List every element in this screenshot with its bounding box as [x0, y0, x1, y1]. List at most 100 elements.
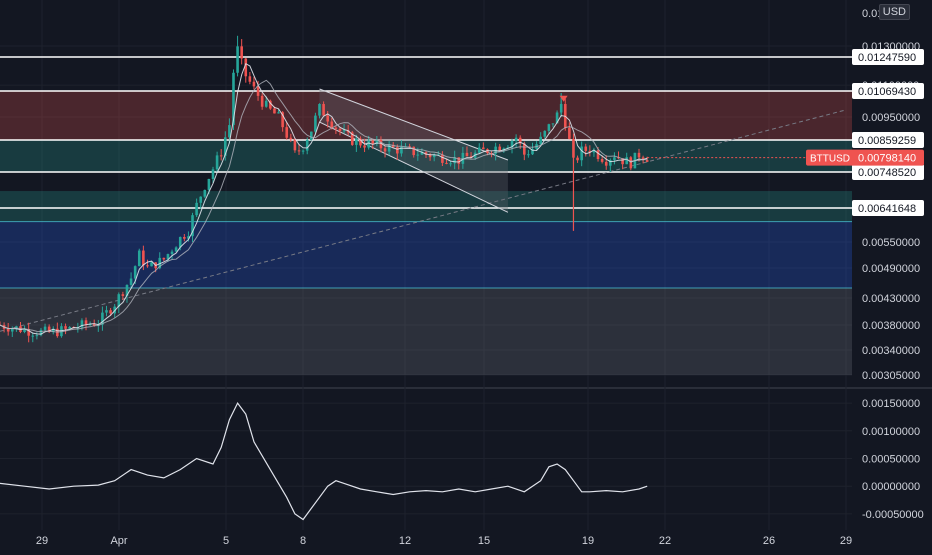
level-price-label: 0.01247590 — [858, 52, 916, 64]
candle-body — [305, 140, 309, 151]
candle-body — [228, 125, 231, 138]
candle-body — [318, 103, 321, 116]
symbol-label: BTTUSD — [810, 154, 850, 165]
candle-body — [244, 58, 248, 77]
candle-body — [256, 86, 260, 96]
level-price-label: 0.00859259 — [858, 135, 916, 147]
candle-body — [584, 146, 588, 151]
candle-body — [600, 159, 604, 162]
candle-body — [310, 131, 313, 141]
time-axis[interactable]: 29 Apr 5 8 12 15 19 22 26 29 — [36, 535, 852, 547]
oscillator-line[interactable] — [0, 401, 648, 521]
candle-body — [43, 326, 47, 330]
candle-body — [117, 294, 121, 307]
candle-body — [88, 324, 92, 326]
candle-body — [629, 157, 633, 169]
candle-body — [15, 326, 18, 329]
blue-zone[interactable] — [0, 221, 852, 288]
level-price-tag[interactable] — [852, 83, 924, 99]
candle-body — [588, 150, 592, 153]
candle-body — [27, 328, 30, 336]
candle-body — [531, 148, 534, 155]
sell-marker-icon[interactable] — [559, 95, 568, 102]
candle-body — [133, 266, 137, 279]
candle-body — [641, 157, 645, 161]
candle-body — [31, 335, 35, 337]
candle-body — [64, 326, 67, 329]
price-axis-tick-label: 0.00340000 — [862, 345, 920, 357]
currency-label[interactable]: USD — [878, 4, 910, 20]
oscillator-axis[interactable]: 0.00150000 0.00100000 0.00050000 0.00000000… — [862, 398, 924, 521]
red-zone[interactable] — [0, 91, 852, 140]
candle-body — [592, 150, 596, 153]
candle-body — [432, 154, 436, 158]
candle-body — [269, 100, 272, 109]
candle-body — [551, 123, 555, 125]
current-price-tag[interactable] — [806, 149, 924, 166]
candle-body — [174, 247, 178, 252]
candle-body — [383, 148, 387, 152]
time-axis-tick-label: 22 — [659, 535, 671, 547]
candle-body — [453, 157, 456, 164]
candle-body — [297, 150, 301, 152]
candle-body — [187, 236, 190, 239]
candle-body — [367, 140, 370, 148]
candle-body — [469, 156, 473, 158]
candle-body — [514, 137, 518, 141]
candle-body — [609, 160, 612, 166]
price-axis[interactable]: 0.013000000.011000000.009500000.00550000… — [852, 8, 924, 382]
candle-body — [518, 137, 522, 144]
candle-body — [465, 152, 469, 157]
time-axis-tick-label: 8 — [300, 535, 306, 547]
level-price-tag[interactable] — [852, 49, 924, 65]
candle-body — [428, 154, 432, 158]
main-pane[interactable] — [0, 0, 852, 385]
channel-lower-line[interactable] — [319, 121, 509, 213]
moving-average-slow[interactable] — [0, 79, 648, 333]
level-price-tag[interactable] — [852, 132, 924, 148]
candle-body — [215, 155, 219, 170]
price-axis-tick-label: 0.00380000 — [862, 320, 920, 332]
candle-body — [92, 324, 96, 326]
price-axis-tick-label: 0.01 — [862, 8, 883, 20]
candle-body — [121, 294, 125, 296]
candle-body — [580, 146, 583, 161]
level-price-tag[interactable] — [852, 200, 924, 216]
candle-body — [47, 326, 51, 332]
candle-body — [637, 152, 641, 158]
candle-body — [142, 250, 145, 266]
channel-upper-line[interactable] — [319, 88, 509, 161]
candle-body — [396, 147, 399, 154]
candle-body — [457, 157, 461, 164]
moving-average-fast[interactable] — [0, 62, 648, 335]
candle-body — [387, 144, 391, 152]
candle-body — [137, 250, 141, 267]
time-axis-tick-label: Apr — [110, 535, 127, 547]
time-axis-tick-label: 15 — [478, 535, 490, 547]
candle-body — [150, 262, 153, 267]
time-axis-tick-label: 26 — [763, 535, 775, 547]
level-price-tag[interactable] — [852, 164, 924, 180]
level-price-label: 0.01069430 — [858, 86, 916, 98]
candle-body — [350, 132, 354, 145]
candle-body — [23, 328, 26, 333]
candle-body — [277, 112, 280, 114]
teal-zone[interactable] — [0, 191, 852, 222]
candle-body — [543, 130, 547, 137]
candle-body — [568, 127, 571, 139]
candle-body — [240, 46, 243, 59]
candle-body — [281, 112, 284, 128]
gray-zone[interactable] — [0, 288, 852, 375]
candle-body — [326, 115, 329, 122]
candle-body — [285, 127, 289, 138]
candle-body — [441, 154, 444, 163]
candle-body — [334, 127, 338, 129]
candle-body — [604, 161, 608, 166]
time-axis-tick-label: 29 — [840, 535, 852, 547]
current-price-label: 0.00798140 — [858, 153, 916, 165]
oscillator-axis-tick-label: 0.00050000 — [862, 454, 920, 466]
candle-body — [342, 130, 346, 132]
candle-body — [195, 202, 198, 216]
trendline[interactable] — [0, 109, 844, 332]
